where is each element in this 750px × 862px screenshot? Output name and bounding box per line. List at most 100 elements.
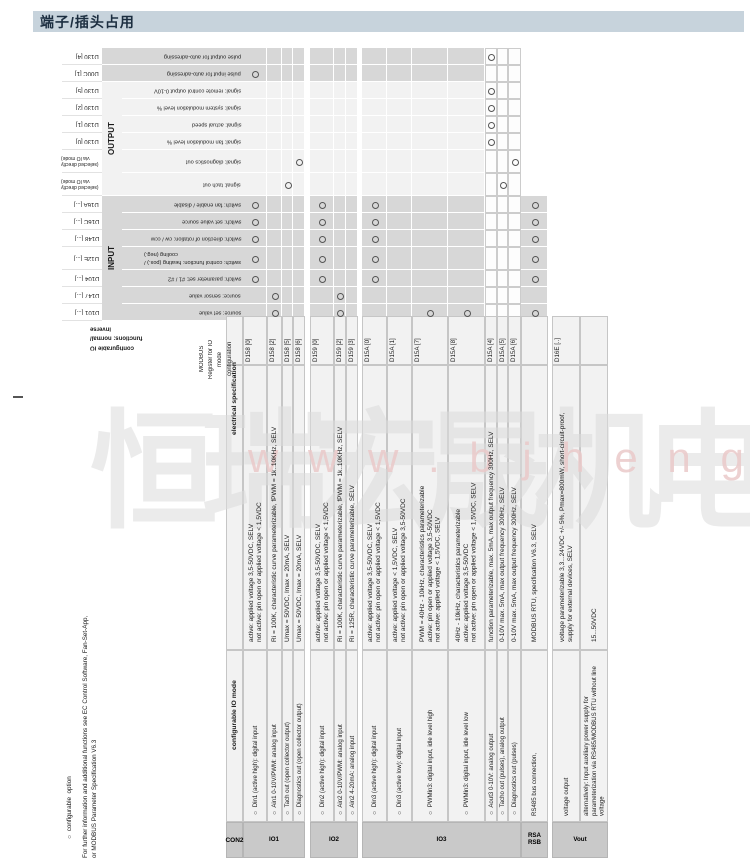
configurable-mark	[252, 235, 259, 243]
matrix-cell	[508, 116, 521, 133]
header-strip-cell	[226, 365, 243, 650]
strip-band-cell	[282, 650, 293, 822]
configurable-mark	[319, 201, 326, 209]
matrix-cell	[508, 133, 521, 150]
matrix-cell	[508, 270, 521, 287]
strip-electrical-spec: Umax = 50VDC, Imax = 20mA, SELV	[295, 534, 303, 642]
matrix-cell	[448, 116, 485, 133]
matrix-cell	[346, 133, 358, 150]
matrix-cell	[448, 48, 485, 65]
strip-band-cell	[580, 650, 608, 822]
strip-band-cell	[293, 316, 305, 365]
io-function-cell: switch: direction of rotation: cw / ccw	[122, 230, 243, 247]
con2-group-label: IO2	[329, 835, 339, 843]
configurable-mark	[319, 218, 326, 226]
strip-electrical-spec: 0-10V max. 5mA, max output frequency 300…	[499, 487, 507, 642]
strip-register-code: D158 [2]	[268, 338, 276, 362]
strip-band-cell	[310, 316, 334, 365]
strip-io-mode-label: RS485 bus connection,	[531, 752, 539, 816]
matrix-cell	[485, 270, 497, 287]
configurable-mark	[319, 255, 326, 263]
matrix-cell	[334, 48, 346, 65]
strip-band-cell	[552, 316, 580, 365]
matrix-cell	[387, 150, 412, 173]
matrix-cell	[387, 99, 412, 116]
strip-band-cell	[282, 316, 293, 365]
con2-header-label-wrap: CON2	[225, 822, 243, 858]
matrix-cell	[362, 48, 387, 65]
strip-electrical-spec: Ri = 125R, characteristic curve paramete…	[348, 485, 356, 642]
io-function-cell: source: sensor value	[122, 287, 243, 304]
strip-band-cell	[267, 365, 282, 650]
matrix-cell	[267, 150, 282, 173]
configurable-mark	[531, 235, 539, 243]
strip-io-mode-label: ○ Aout3 0-10V: analog output	[487, 733, 495, 816]
strip-electrical-spec: Ri = 100K, characteristic curve paramete…	[271, 426, 279, 642]
matrix-cell	[412, 65, 448, 82]
matrix-cell	[346, 116, 358, 133]
io-function-cell: switch: parameter set: #1 / #2	[122, 270, 243, 287]
matrix-cell	[282, 230, 293, 247]
matrix-cell	[362, 82, 387, 99]
configurable-mark	[252, 70, 259, 78]
strip-band-cell	[412, 650, 448, 822]
matrix-cell	[282, 133, 293, 150]
io-register-label: D130 [0]	[76, 138, 99, 144]
col-header-configurable-io-mode: configurable IO mode	[230, 680, 238, 750]
io-register-label: (selected directly via IO mode)	[61, 179, 99, 191]
strip-band-cell	[552, 650, 580, 822]
matrix-cell	[412, 196, 448, 213]
strip-electrical-spec: 40Hz - 10kHz, characteristics parameteri…	[455, 482, 478, 642]
io-register-label: D130 [5]	[76, 87, 99, 93]
configurable-mark	[371, 218, 379, 226]
matrix-cell	[346, 196, 358, 213]
matrix-cell	[310, 287, 334, 304]
matrix-cell	[497, 230, 508, 247]
matrix-cell	[412, 247, 448, 270]
matrix-cell	[362, 65, 387, 82]
strip-electrical-spec: 15...50VDC	[590, 608, 598, 642]
configurable-mark	[488, 53, 495, 61]
io-register-label: D00C [1]	[75, 70, 99, 76]
strip-band-cell	[521, 365, 548, 650]
matrix-cell	[267, 173, 282, 196]
matrix-cell	[346, 287, 358, 304]
modbus-register-header-line: mode	[217, 351, 224, 367]
matrix-cell	[346, 173, 358, 196]
matrix-cell	[362, 133, 387, 150]
matrix-cell	[497, 270, 508, 287]
io-function-label: source: sensor value	[189, 292, 241, 299]
io-function-label: signal: remote control output 0-10V	[153, 87, 241, 94]
matrix-cell	[497, 287, 508, 304]
io-function-cell: signal: diagnostics out	[122, 150, 243, 173]
matrix-cell	[485, 196, 497, 213]
strip-band-cell	[448, 316, 485, 365]
strip-band-cell	[580, 365, 608, 650]
io-register-label: D148 [...]	[74, 235, 99, 241]
matrix-cell	[387, 116, 412, 133]
matrix-cell	[334, 230, 346, 247]
matrix-cell	[293, 213, 305, 230]
configurable-mark	[488, 104, 495, 112]
io-register-cell: D130 [2]	[62, 99, 102, 116]
io-function-label: switch: fan enable / disable	[173, 201, 241, 208]
io-register-label: D101 [...]	[74, 309, 99, 315]
strip-band-cell	[346, 316, 358, 365]
matrix-cell	[508, 196, 521, 213]
matrix-cell	[267, 116, 282, 133]
section-title-bar: 端子/插头占用	[33, 11, 744, 32]
configurable-mark	[252, 275, 259, 283]
strip-io-mode-label: ○ Tach out (open collector output)	[284, 722, 292, 816]
strip-register-code: D158 [5]	[283, 338, 291, 362]
strip-io-mode-label: ○ Diagnostics out (open collector output…	[295, 703, 303, 816]
matrix-cell	[448, 213, 485, 230]
strip-io-mode-label: ○ Ain1 0-10V/PWM: analog input	[271, 724, 279, 816]
matrix-cell	[282, 213, 293, 230]
matrix-cell	[282, 247, 293, 270]
matrix-cell	[448, 196, 485, 213]
matrix-cell	[485, 150, 497, 173]
strip-electrical-spec: PWM = 40Hz - 10kHz, characteristics para…	[418, 485, 442, 642]
strip-band-cell	[521, 650, 548, 822]
io-register-cell: D104 [...]	[62, 270, 102, 287]
